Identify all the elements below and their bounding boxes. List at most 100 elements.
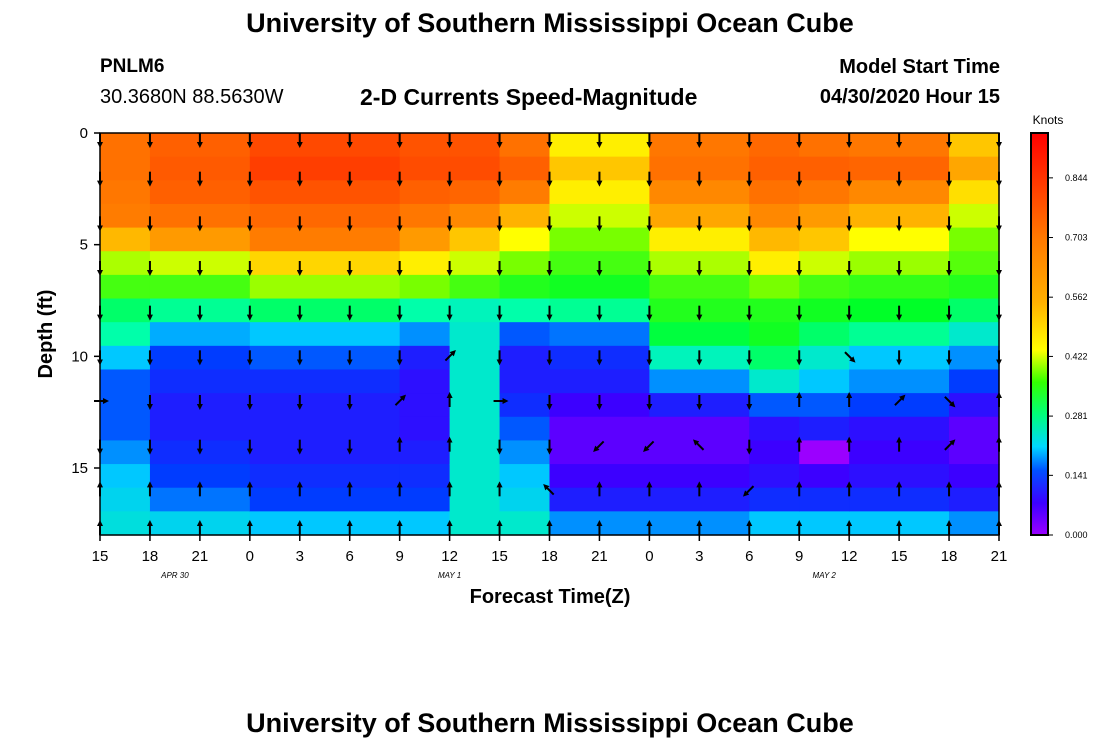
heatmap-cell: [799, 322, 850, 347]
heatmap-cell: [799, 133, 850, 158]
y-tick-label: 15: [71, 460, 88, 477]
heatmap-cell: [499, 511, 551, 536]
x-tick-label: 18: [941, 548, 958, 565]
heatmap-cell: [449, 180, 501, 205]
heatmap-cell: [499, 251, 551, 276]
current-arrow: [693, 439, 705, 451]
heatmap-cell: [249, 251, 401, 276]
heatmap-cell: [649, 180, 750, 205]
heatmap-cell: [749, 345, 800, 371]
heatmap-cell: [249, 464, 401, 489]
heatmap-cell: [749, 298, 800, 323]
heatmap-cell: [799, 393, 850, 418]
heatmap-cell: [249, 369, 401, 394]
heatmap-cell: [849, 369, 950, 394]
main-title: University of Southern Mississippi Ocean…: [246, 8, 854, 38]
heatmap-cell: [799, 180, 850, 205]
heatmap-cell: [749, 440, 800, 465]
heatmap-cell: [649, 274, 750, 300]
x-tick-label: 15: [891, 548, 908, 565]
heatmap-cell: [399, 227, 451, 252]
x-tick-label: 15: [92, 548, 109, 565]
y-axis-label: Depth (ft): [35, 290, 57, 379]
heatmap-cell: [449, 274, 501, 300]
heatmap-cell: [799, 464, 850, 489]
x-tick-label: 21: [192, 548, 209, 565]
heatmap-cell: [549, 227, 650, 252]
heatmap-cell: [649, 440, 750, 465]
heatmap-cell: [799, 298, 850, 323]
heatmap-cell: [949, 416, 1000, 442]
heatmap-cell: [249, 487, 401, 512]
heatmap-cell: [549, 369, 650, 394]
heatmap-cell: [100, 274, 151, 300]
heatmap-cell: [449, 322, 501, 347]
x-tick-label: 6: [745, 548, 753, 565]
heatmap-cell: [749, 369, 800, 394]
heatmap-cell: [749, 393, 800, 418]
heatmap-cell: [649, 416, 750, 442]
heatmap-cell: [799, 274, 850, 300]
heatmap-cell: [100, 133, 151, 158]
heatmap-cell: [749, 274, 800, 300]
heatmap-cell: [399, 393, 451, 418]
heatmap-cell: [449, 133, 501, 158]
heatmap-cell: [399, 416, 451, 442]
heatmap-cell: [399, 203, 451, 229]
heatmap-cell: [399, 440, 451, 465]
heatmap-cell: [799, 416, 850, 442]
heatmap-cell: [249, 345, 401, 371]
heatmap-cell: [149, 369, 251, 394]
x-tick-label: 9: [395, 548, 403, 565]
heatmap-cell: [100, 180, 151, 205]
x-tick-label: 12: [441, 548, 458, 565]
colorbar-tick-label: 0.281: [1065, 411, 1088, 421]
heatmap-cell: [499, 487, 551, 512]
heatmap-cell: [799, 251, 850, 276]
heatmap-cell: [100, 511, 151, 536]
heatmap-cell: [549, 274, 650, 300]
footer-title: University of Southern Mississippi Ocean…: [246, 708, 854, 738]
heatmap-cell: [249, 393, 401, 418]
current-arrow: [894, 394, 906, 406]
current-arrow: [643, 440, 655, 452]
colorbar-tick-label: 0.562: [1065, 292, 1088, 302]
current-arrow: [944, 439, 956, 451]
heatmap-cell: [949, 133, 1000, 158]
heatmap-cell: [249, 227, 401, 252]
heatmap-cell: [399, 251, 451, 276]
heatmap-cell: [100, 464, 151, 489]
x-tick-label: 3: [695, 548, 703, 565]
heatmap-cell: [499, 322, 551, 347]
heatmap-cell: [249, 203, 401, 229]
heatmap-cell: [749, 251, 800, 276]
heatmap-cell: [100, 227, 151, 252]
heatmap-cell: [799, 440, 850, 465]
heatmap-cell: [499, 440, 551, 465]
heatmap-cell: [249, 298, 401, 323]
date-label: MAY 1: [438, 571, 461, 580]
colorbar-tick-label: 0.000: [1065, 530, 1088, 540]
heatmap-cell: [499, 133, 551, 158]
heatmap-cell: [949, 369, 1000, 394]
heatmap-cell: [499, 156, 551, 181]
current-arrow: [944, 396, 956, 408]
heatmap-cells: [100, 133, 1000, 536]
station-id: PNLM6: [100, 56, 165, 77]
heatmap-cell: [100, 345, 151, 371]
current-arrow: [742, 485, 755, 497]
colorbar-gradient: [1030, 132, 1049, 536]
heatmap-cell: [499, 203, 551, 229]
heatmap-cell: [499, 180, 551, 205]
heatmap-cell: [149, 274, 251, 300]
heatmap-cell: [849, 416, 950, 442]
heatmap-cell: [499, 369, 551, 394]
x-tick-label: 21: [991, 548, 1008, 565]
heatmap-cell: [949, 345, 1000, 371]
heatmap-cell: [100, 440, 151, 465]
heatmap-cell: [849, 180, 950, 205]
heatmap-cell: [799, 511, 850, 536]
x-tick-label: 3: [296, 548, 304, 565]
heatmap-cell: [399, 345, 451, 371]
